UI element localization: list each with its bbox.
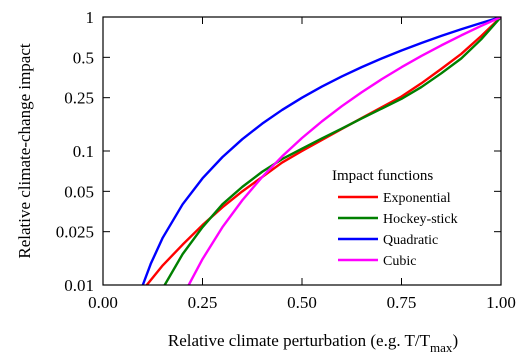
- x-axis-title-subscript: max: [430, 340, 453, 355]
- legend-label: Quadratic: [383, 233, 438, 248]
- series-line-exponential: [147, 17, 501, 285]
- x-tick-label: 1.00: [486, 293, 516, 312]
- x-axis-title-close: ): [452, 331, 458, 350]
- x-axis-title-main: Relative climate perturbation (e.g. T/T: [168, 331, 431, 350]
- legend-label: Hockey-stick: [383, 212, 458, 227]
- legend: Impact functions Exponential Hockey-stick Q…: [332, 168, 458, 269]
- y-tick-label: 0.025: [56, 223, 94, 242]
- series-line-hockey-stick: [165, 17, 501, 285]
- x-axis-title: Relative climate perturbation (e.g. T/Tm…: [168, 331, 458, 355]
- x-tick-label: 0.75: [387, 293, 417, 312]
- legend-label: Cubic: [383, 254, 416, 269]
- series-line-quadratic: [143, 17, 501, 285]
- x-tick-label: 0.25: [188, 293, 218, 312]
- y-tick-label: 0.25: [64, 89, 94, 108]
- y-tick-label: 0.1: [73, 142, 94, 161]
- y-axis-title: Relative climate-change impact: [15, 43, 34, 259]
- y-tick-label: 0.5: [73, 48, 94, 67]
- y-tick-label: 1: [86, 8, 95, 27]
- y-tick-label: 0.05: [64, 182, 94, 201]
- legend-title: Impact functions: [332, 168, 433, 184]
- y-tick-label: 0.01: [64, 276, 94, 295]
- x-tick-label: 0.50: [287, 293, 317, 312]
- series-line-cubic: [189, 17, 501, 285]
- legend-label: Exponential: [383, 191, 451, 206]
- x-tick-label: 0.00: [88, 293, 118, 312]
